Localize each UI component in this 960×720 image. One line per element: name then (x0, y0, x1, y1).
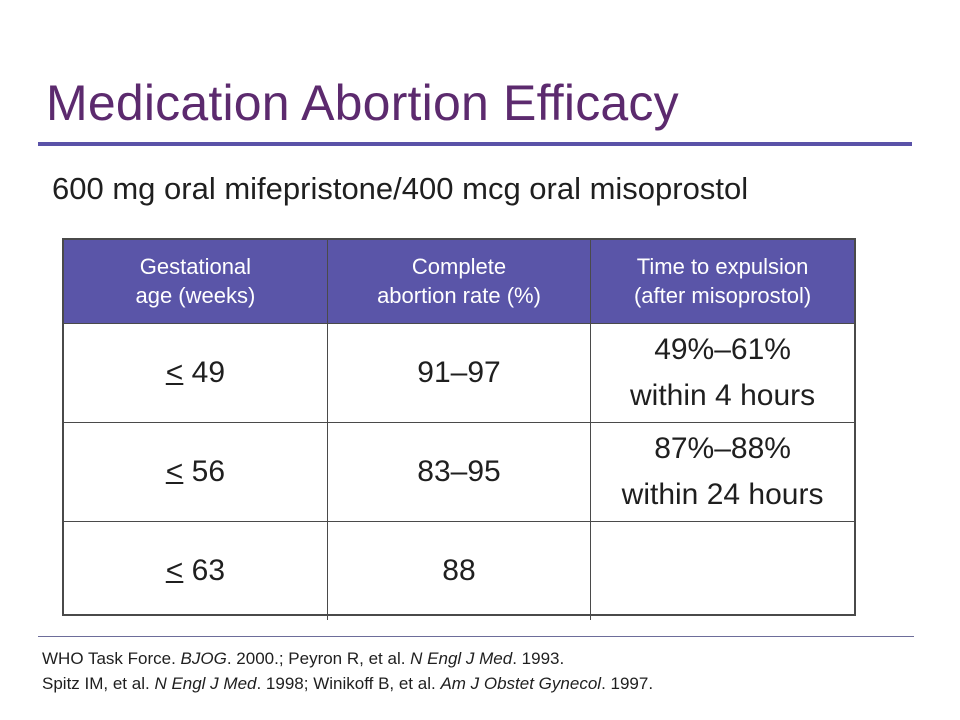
time-to-expulsion-window: within 4 hours (630, 379, 816, 412)
journal-name: BJOG (180, 649, 227, 668)
references: WHO Task Force. BJOG. 2000.; Peyron R, e… (42, 646, 653, 696)
time-to-expulsion-percent: 87%–88% (654, 431, 791, 465)
slide-title: Medication Abortion Efficacy (46, 75, 679, 131)
reference-line-1: WHO Task Force. BJOG. 2000.; Peyron R, e… (42, 646, 653, 671)
cell-complete-rate: 88 (327, 521, 592, 620)
cell-time-to-expulsion-empty (590, 521, 854, 620)
time-to-expulsion-percent: 49%–61% (654, 332, 791, 366)
reference-text: WHO Task Force. (42, 649, 181, 668)
header-time-to-expulsion-line1: Time to expulsion (636, 253, 809, 279)
reference-line-2: Spitz IM, et al. N Engl J Med. 1998; Win… (42, 671, 653, 696)
journal-name: N Engl J Med (154, 674, 257, 693)
references-divider (38, 636, 914, 637)
gestational-age-value: 49 (183, 355, 226, 389)
header-gestational-age-line2: age (weeks) (135, 282, 256, 308)
cell-time-to-expulsion: 49%–61% within 4 hours (590, 323, 854, 423)
header-complete-abortion-rate-line2: abortion rate (%) (377, 282, 541, 308)
slide-subtitle: 600 mg oral mifepristone/400 mcg oral mi… (52, 171, 749, 206)
time-to-expulsion-window: within 24 hours (621, 478, 824, 511)
cell-time-to-expulsion: 87%–88% within 24 hours (590, 422, 854, 522)
table-row: < 49 91–97 49%–61% within 4 hours (64, 323, 854, 423)
journal-name: N Engl J Med (410, 649, 513, 668)
less-than-or-equal-symbol: < (165, 355, 184, 389)
header-complete-abortion-rate-line1: Complete (411, 253, 507, 279)
gestational-age-value: 63 (183, 553, 226, 587)
efficacy-table: Gestational age (weeks) Complete abortio… (62, 238, 856, 620)
header-gestational-age: Gestational age (weeks) (64, 240, 328, 324)
header-gestational-age-line1: Gestational (139, 253, 252, 279)
table-header-row: Gestational age (weeks) Complete abortio… (64, 240, 854, 324)
cell-complete-rate: 91–97 (327, 323, 592, 423)
journal-name: Am J Obstet Gynecol (440, 674, 602, 693)
table-row: < 63 88 (64, 521, 854, 620)
table-row: < 56 83–95 87%–88% within 24 hours (64, 422, 854, 522)
reference-text: . 1997. (601, 674, 654, 693)
title-underline-rule (38, 142, 912, 146)
reference-text: . 1993. (512, 649, 565, 668)
cell-gestational-age: < 63 (64, 521, 328, 620)
less-than-or-equal-symbol: < (165, 454, 184, 488)
cell-complete-rate: 83–95 (327, 422, 592, 522)
header-complete-abortion-rate: Complete abortion rate (%) (327, 240, 592, 324)
header-time-to-expulsion-line2: (after misoprostol) (633, 282, 812, 308)
gestational-age-value: 56 (183, 454, 226, 488)
less-than-or-equal-symbol: < (165, 553, 184, 587)
reference-text: . 2000.; Peyron R, et al. (226, 649, 411, 668)
reference-text: Spitz IM, et al. (42, 674, 155, 693)
cell-gestational-age: < 49 (64, 323, 328, 423)
header-time-to-expulsion: Time to expulsion (after misoprostol) (590, 240, 854, 324)
cell-gestational-age: < 56 (64, 422, 328, 522)
reference-text: . 1998; Winikoff B, et al. (256, 674, 441, 693)
